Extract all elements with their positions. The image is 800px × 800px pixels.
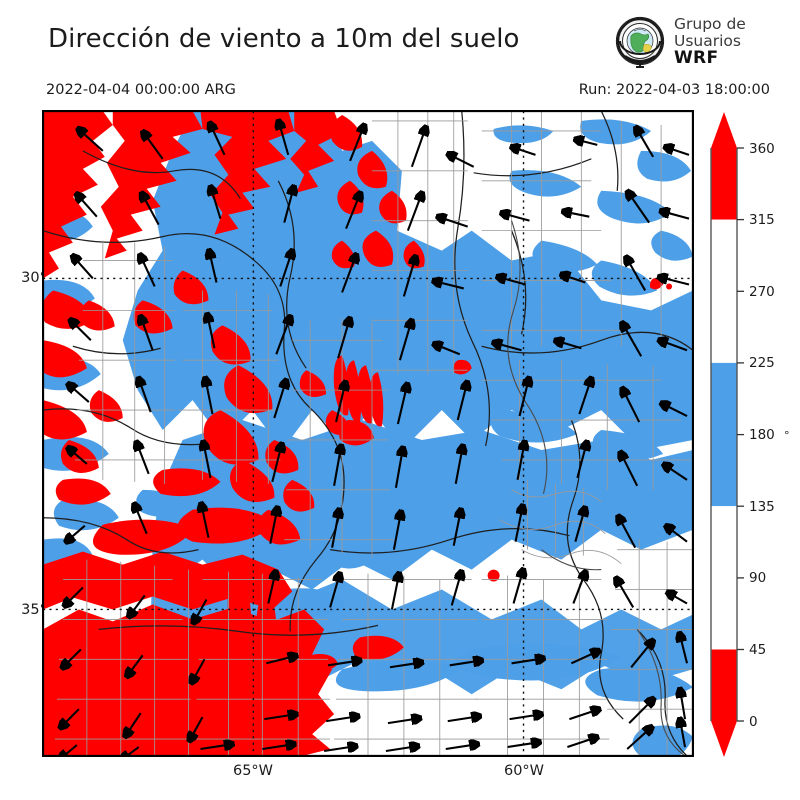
colorbar-tick-180: 180 [749, 427, 775, 443]
colorbar-tick-360: 360 [749, 141, 775, 157]
colorbar-band-225-315 [711, 219, 737, 363]
logo-wordmark: Grupo de Usuarios WRF [674, 16, 746, 68]
valid-time-label: 2022-04-04 00:00:00 ARG [46, 82, 236, 98]
colorbar-band-0-45 [711, 649, 737, 721]
colorbar-band-135-225 [711, 362, 737, 507]
colorbar-tick-0: 0 [749, 714, 758, 730]
colorbar-tick-45: 45 [749, 642, 766, 658]
colorbar-cap-top [711, 112, 737, 148]
logo-line-1: Grupo de [674, 15, 746, 33]
x-tick-label-65w: 65°W [232, 763, 274, 779]
colorbar-unit-label: ° [784, 429, 790, 442]
colorbar-cap-bottom [711, 721, 737, 757]
colorbar-tick-270: 270 [749, 284, 775, 300]
colorbar-tick-225: 225 [749, 355, 775, 371]
wrf-user-group-logo: Grupo de Usuarios WRF [612, 12, 776, 72]
colorbar-tick-90: 90 [749, 570, 766, 586]
wind-vector-field [65, 127, 690, 756]
map-plot-area[interactable] [42, 110, 694, 757]
colorbar-tick-315: 315 [749, 212, 775, 228]
run-time-label: Run: 2022-04-03 18:00:00 [578, 82, 770, 98]
colorbar-svg: 360 315 270 225 180 ° 135 90 45 0 [710, 112, 790, 757]
colorbar[interactable]: 360 315 270 225 180 ° 135 90 45 0 [708, 110, 798, 757]
page-title: Dirección de viento a 10m del suelo [48, 24, 520, 54]
x-tick-label-60w: 60°W [503, 763, 545, 779]
wind-direction-map [43, 111, 693, 756]
graticule [43, 111, 693, 756]
colorbar-band-45-135 [711, 506, 737, 650]
colorbar-band-315-360 [711, 148, 737, 220]
globe-emblem-icon [615, 16, 665, 68]
logo-line-2: Usuarios [674, 31, 741, 50]
logo-line-3: WRF [674, 48, 719, 69]
colorbar-tick-135: 135 [749, 499, 775, 515]
